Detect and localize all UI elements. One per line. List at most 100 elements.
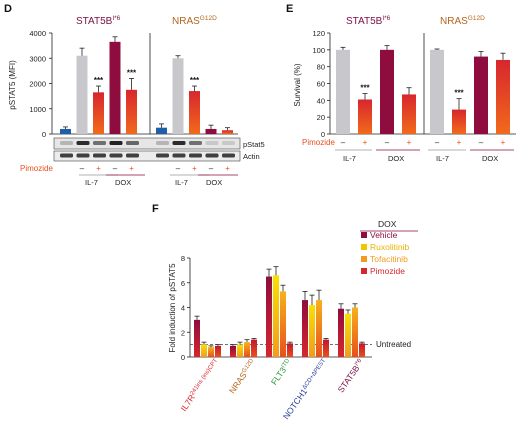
blot-band-pstat5: [172, 141, 186, 145]
panel-e-dox-label-1: DOX: [388, 154, 404, 163]
panel-e-title-stat5b-main: STAT5B: [346, 16, 383, 27]
panel-d-treatment-sign: –: [176, 164, 181, 173]
blot-band-pstat5: [109, 141, 123, 145]
panel-d-bar: [60, 128, 71, 134]
panel-e-bar: [358, 99, 372, 134]
blot-band-actin: [126, 153, 139, 158]
panel-d-ytick-label: 3000: [29, 54, 46, 63]
blot-band-actin: [109, 153, 123, 158]
panel-e-ytick-label: 100: [312, 46, 325, 55]
panel-f-letter: F: [152, 203, 159, 215]
panel-f-ytick-label: 0: [181, 353, 185, 362]
panel-e-il7-label-2: IL-7: [436, 154, 449, 163]
blot-band-pstat5: [222, 141, 235, 145]
blot-band-pstat5: [76, 141, 90, 145]
blot-band-pstat5: [60, 141, 73, 145]
blot-band-actin: [60, 153, 73, 158]
panel-f: Fold induction of pSTAT5 0 2 4 6 8 Untreated…: [168, 219, 418, 421]
panel-d-title-stat5b-sup: Ι*6: [112, 15, 120, 22]
panel-d-ytick-label: 4000: [29, 29, 46, 38]
blot-label-pstat5: pStat5: [243, 140, 265, 149]
blot-band-actin: [172, 153, 186, 158]
panel-d-bar: [76, 55, 88, 134]
panel-d-treatment-sign: +: [96, 164, 101, 173]
legend-title: DOX: [378, 219, 397, 229]
panel-e-ytick-label: 120: [312, 29, 325, 38]
panel-e-treatment-sign: –: [479, 138, 484, 147]
panel-e-ytick-label: 60: [317, 80, 325, 89]
panel-f-bar: [215, 345, 221, 357]
panel-f-bar: [230, 345, 236, 357]
panel-d-pimozide-label: Pimozide: [20, 164, 53, 173]
panel-d-treatment-sign: +: [192, 164, 197, 173]
panel-e-ytick-label: 0: [321, 130, 325, 139]
blot-band-pstat5: [126, 141, 139, 145]
panel-e-treatment-sign: +: [501, 138, 506, 147]
panel-e-bar: [496, 59, 510, 134]
panel-d-significance: ***: [127, 68, 137, 77]
panel-e-ytick-label: 40: [317, 96, 325, 105]
panel-e-ylabel: Survival (%): [293, 63, 302, 106]
panel-d-title-stat5b: STAT5BΙ*6: [76, 15, 121, 27]
blot-band-pstat5: [189, 141, 202, 145]
panel-d-title-nras-sup: G12D: [200, 15, 217, 22]
legend-swatch: [361, 244, 367, 250]
panel-d-bar: [109, 41, 121, 134]
panel-f-category-label: IL7R241ins (ins)CPT: [178, 357, 221, 413]
panel-f-bar: [208, 347, 214, 357]
panel-d-letter: D: [4, 3, 12, 15]
panel-e-ytick-label: 80: [317, 63, 325, 72]
panel-e-treatment-sign: +: [457, 138, 462, 147]
panel-f-category-label: NOTCH1ΔCD+ΔPEST: [281, 357, 330, 421]
panel-f-bar: [244, 342, 250, 357]
blot-band-actin: [156, 153, 169, 158]
panel-d-bar: [189, 91, 200, 134]
legend-item-label: Vehicle: [370, 230, 398, 240]
panel-f-ytick-label: 8: [181, 254, 185, 263]
legend-swatch: [361, 256, 367, 262]
panel-f-bar: [352, 307, 358, 357]
panel-e-treatment-sign: –: [341, 138, 346, 147]
panel-e-bar: [452, 109, 466, 134]
panel-d-treatment-sign: –: [113, 164, 118, 173]
panel-e-treatment-sign: +: [363, 138, 368, 147]
panel-f-bar: [316, 300, 322, 357]
panel-f-bar: [273, 275, 279, 357]
panel-d-ytick-label: 1000: [29, 105, 46, 114]
panel-e-bar: [336, 49, 350, 135]
panel-f-bar: [309, 305, 315, 357]
panel-f-category-label: FLT3ITD: [269, 357, 294, 387]
panel-f-ytick-label: 4: [181, 304, 185, 313]
panel-d-bar: [156, 127, 167, 134]
panel-f-bar: [338, 308, 344, 357]
panel-f-bar: [266, 276, 272, 357]
blot-actin: [53, 150, 241, 162]
panel-f-bar: [237, 344, 243, 357]
panel-f-ytick-label: 6: [181, 279, 185, 288]
panel-f-category-label: NRASG12D: [227, 357, 258, 395]
panel-e-bar: [474, 56, 488, 134]
panel-e-pimozide-label: Pimozide: [302, 138, 335, 147]
blot-pstat5: [53, 137, 241, 150]
panel-d-bar: [126, 89, 137, 134]
panel-f-category-label: STAT5BΙ*6: [336, 357, 366, 395]
panel-d-treatment-sign: +: [129, 164, 134, 173]
panel-d-bar: [172, 58, 184, 134]
panel-e-bar: [402, 94, 416, 134]
panel-d-title-nras: NRASG12D: [172, 15, 217, 27]
panel-e-title-nras: NRASG12D: [440, 15, 485, 27]
panel-e-significance: ***: [454, 89, 464, 98]
panel-f-bar: [280, 291, 286, 357]
panel-e-treatment-sign: +: [407, 138, 412, 147]
panel-e: Survival (%) 0 20 40 60 80 100 120 STAT5BΙ*6 N…: [293, 15, 516, 163]
panel-d-bar: [205, 128, 217, 134]
blot-band-actin: [205, 153, 219, 158]
panel-d-treatment-sign: –: [80, 164, 85, 173]
blot-band-pstat5: [93, 141, 106, 145]
panel-e-title-nras-main: NRAS: [440, 16, 468, 27]
panel-d-dox-label-1: DOX: [115, 178, 131, 187]
panel-d-title-stat5b-main: STAT5B: [76, 16, 113, 27]
panel-f-ytick-label: 2: [181, 328, 185, 337]
panel-d-bar: [222, 130, 233, 134]
